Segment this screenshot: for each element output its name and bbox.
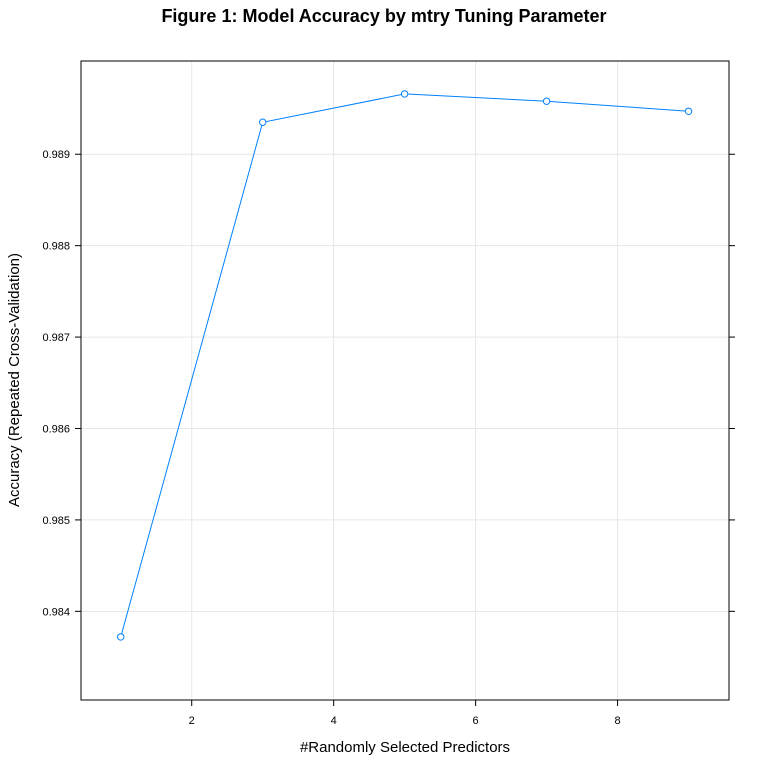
- x-tick-label: 6: [473, 715, 479, 727]
- data-point: [684, 107, 693, 115]
- y-tick-label: 0.985: [42, 515, 70, 527]
- series-layer: [117, 90, 693, 641]
- data-point: [258, 118, 267, 126]
- y-tick-label: 0.986: [42, 423, 70, 435]
- y-axis-label: Accuracy (Repeated Cross-Validation): [6, 253, 23, 507]
- y-tick-label: 0.989: [42, 149, 70, 161]
- grid: [81, 61, 729, 700]
- x-tick-label: 2: [189, 715, 195, 727]
- data-point: [117, 633, 125, 641]
- y-tick-label: 0.988: [42, 241, 70, 253]
- data-point: [542, 97, 551, 105]
- axis-ticks: 2 4 6 8 0.984 0.985 0.986 0.987 0.988 0.989: [42, 149, 735, 727]
- x-axis-label: #Randomly Selected Predictors: [300, 739, 510, 756]
- x-tick-label: 8: [615, 715, 621, 727]
- y-tick-label: 0.987: [42, 332, 70, 344]
- chart-title: Figure 1: Model Accuracy by mtry Tuning …: [161, 6, 606, 26]
- x-tick-label: 4: [331, 715, 337, 727]
- series-line: [120, 93, 689, 638]
- plot-frame: [80, 60, 730, 701]
- y-tick-label: 0.984: [42, 606, 70, 618]
- data-point: [400, 90, 409, 98]
